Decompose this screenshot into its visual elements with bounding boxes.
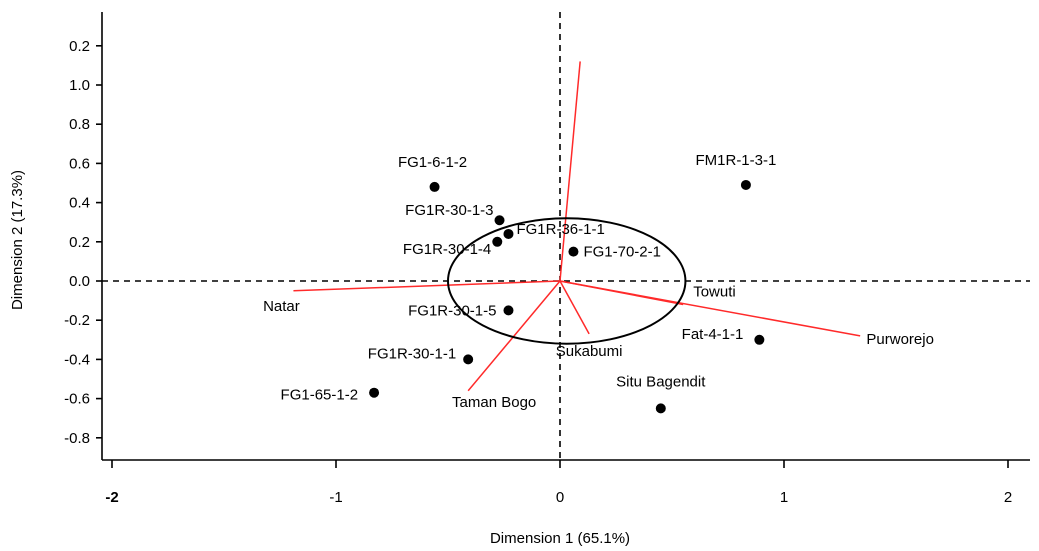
tick-marks: -2 -1 0 1 2 0.2 1.0 0.8 0.6 0.4 0.2 0.0 -0.2 -0.4 -0.6…: [64, 38, 1012, 506]
env-label-sukabumi: Sukabumi: [556, 343, 623, 360]
point-situ-bagendit: [655, 403, 666, 414]
point-fg1-70-2-1: [568, 246, 579, 257]
y-tick-label: -0.6: [64, 391, 90, 408]
point-fg1r-30-1-3: [494, 215, 505, 226]
x-tick-label: 2: [1004, 489, 1012, 506]
vector-taman-bogo: [467, 280, 561, 392]
point-fg1r-30-1-1: [463, 354, 474, 365]
reference-lines: [102, 12, 1030, 460]
label-fg1-65-1-2: FG1-65-1-2: [281, 387, 359, 404]
point-labels: FG1-6-1-2 FM1R-1-3-1 FG1R-30-1-3 FG1R-36-1-…: [263, 152, 934, 411]
environment-vectors: [293, 61, 861, 392]
label-fat-4-1-1: Fat-4-1-1: [682, 326, 744, 343]
env-label-taman-bogo: Taman Bogo: [452, 394, 536, 411]
axes-frame: [101, 12, 1030, 461]
y-tick-label: -0.8: [64, 430, 90, 447]
point-fg1r-30-1-5: [503, 305, 514, 316]
x-tick-label: 0: [556, 489, 564, 506]
label-fg1r-30-1-1: FG1R-30-1-1: [368, 345, 456, 362]
x-tick-label: -2: [105, 489, 118, 506]
label-fg1r-30-1-5: FG1R-30-1-5: [408, 302, 496, 319]
point-fm1r-1-3-1: [740, 179, 751, 190]
x-tick-label: -1: [329, 489, 342, 506]
env-label-natar: Natar: [263, 298, 300, 315]
label-fg1r-30-1-3: FG1R-30-1-3: [405, 202, 493, 219]
point-fg1r-30-1-4: [492, 236, 503, 247]
y-tick-label: 1.0: [69, 77, 90, 94]
label-fg1r-36-1-1: FG1R-36-1-1: [516, 221, 604, 238]
y-tick-label: -0.2: [64, 312, 90, 329]
vector-wonosari: [559, 61, 581, 282]
vector-purworejo: [559, 280, 861, 337]
y-tick-label: 0.8: [69, 116, 90, 133]
y-tick-label: 0.0: [69, 273, 90, 290]
ellipse-outline: [446, 217, 687, 345]
point-fat-4-1-1: [754, 334, 765, 345]
y-axis-label: Dimension 2 (17.3%): [9, 170, 26, 310]
x-axis-label: Dimension 1 (65.1%): [490, 530, 630, 547]
ellipse-layer: [446, 217, 687, 345]
y-tick-label: 0.4: [69, 195, 90, 212]
vector-sukabumi: [559, 280, 590, 335]
point-fg1-65-1-2: [369, 387, 380, 398]
label-fg1-70-2-1: FG1-70-2-1: [583, 244, 661, 261]
label-fm1r-1-3-1: FM1R-1-3-1: [695, 152, 776, 169]
y-tick-label: 0.2: [69, 38, 90, 55]
x-tick-label: 1: [780, 489, 788, 506]
label-fg1-6-1-2: FG1-6-1-2: [398, 154, 467, 171]
y-tick-label: 0.2: [69, 234, 90, 251]
genotype-points: [369, 179, 765, 414]
env-label-purworejo: Purworejo: [866, 331, 934, 348]
y-tick-label: 0.6: [69, 155, 90, 172]
y-tick-label: -0.4: [64, 351, 90, 368]
label-fg1r-30-1-4: FG1R-30-1-4: [403, 241, 491, 258]
env-label-towuti: Towuti: [693, 284, 736, 301]
point-fg1-6-1-2: [429, 181, 440, 192]
label-situ-bagendit: Situ Bagendit: [616, 373, 706, 390]
vector-natar: [293, 280, 561, 292]
point-fg1r-36-1-1: [503, 228, 514, 239]
